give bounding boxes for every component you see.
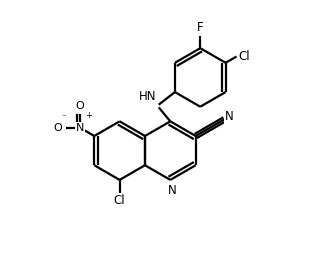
Text: Cl: Cl [238,50,249,63]
Text: N: N [76,123,84,133]
Text: +: + [85,111,92,120]
Text: ⁻: ⁻ [62,114,66,123]
Text: F: F [197,21,204,34]
Text: O: O [75,101,84,111]
Text: N: N [168,184,176,197]
Text: Cl: Cl [114,194,126,207]
Text: N: N [224,110,233,123]
Text: O: O [54,123,62,133]
Text: HN: HN [139,90,156,103]
